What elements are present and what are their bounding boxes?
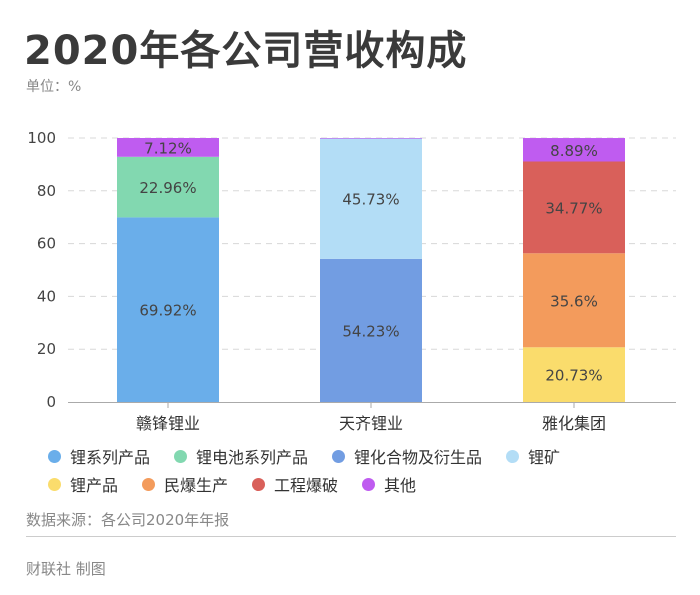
legend-color-dot — [252, 477, 266, 491]
data-label: 22.96% — [139, 179, 196, 197]
legend-label: 锂系列产品 — [70, 448, 151, 467]
y-tick-label: 60 — [37, 235, 56, 253]
legend-color-dot — [48, 477, 61, 491]
bar-segment — [117, 217, 219, 402]
legend-item: 锂矿 — [506, 445, 560, 467]
legend-item: 民爆生产 — [142, 473, 228, 495]
chart-legend: 锂系列产品 锂电池系列产品 锂化合物及衍生品 锂矿锂产品 民爆生产 工程爆破 其他 — [48, 445, 678, 495]
legend-color-dot — [142, 477, 156, 491]
bar-segment — [117, 156, 219, 218]
footer-divider — [26, 536, 676, 537]
legend-item: 锂系列产品 — [48, 445, 150, 467]
data-label: 69.92% — [139, 302, 196, 320]
y-tick-label: 40 — [37, 287, 56, 305]
legend-color-dot — [48, 449, 61, 463]
legend-item: 工程爆破 — [252, 473, 338, 495]
data-label: 34.77% — [545, 199, 602, 217]
data-label: 45.73% — [342, 190, 399, 208]
bar-segment — [523, 347, 625, 402]
legend-color-dot — [332, 449, 346, 463]
bar-segment — [320, 138, 422, 139]
data-label: 20.73% — [545, 367, 602, 385]
legend-color-dot — [174, 449, 188, 463]
y-tick-label: 100 — [27, 129, 56, 147]
data-label: 54.23% — [342, 322, 399, 340]
bar-segment — [117, 138, 219, 157]
unit-label: 单位：% — [26, 79, 82, 95]
bar-segment — [523, 161, 625, 254]
chart-title: 2020年各公司营收构成 — [24, 28, 468, 74]
legend-label: 锂产品 — [70, 476, 119, 495]
bar-segment — [523, 138, 625, 162]
legend-label: 锂电池系列产品 — [196, 448, 309, 467]
data-label: 35.6% — [550, 292, 598, 310]
bar-segment — [523, 253, 625, 348]
stacked-bar-chart: 0 20 40 60 80 100 69.92% 22.96% 7.12% 54.23% 45.73… — [27, 129, 676, 433]
legend-item: 其他 — [362, 473, 416, 495]
y-tick-label: 20 — [37, 340, 56, 358]
legend-label: 民爆生产 — [164, 476, 229, 495]
legend-item: 锂电池系列产品 — [174, 445, 308, 467]
x-tick-label: 天齐锂业 — [339, 414, 403, 433]
legend-item: 锂产品 — [48, 473, 118, 495]
data-label: 8.89% — [550, 142, 598, 160]
chart-credit: 财联社 制图 — [26, 560, 106, 578]
bar-segment — [320, 258, 422, 402]
data-label: 7.12% — [144, 139, 192, 157]
y-tick-label: 0 — [46, 393, 56, 411]
x-tick-label: 雅化集团 — [542, 414, 606, 433]
bar-segment — [320, 138, 422, 259]
legend-label: 其他 — [384, 476, 417, 495]
legend-label: 锂矿 — [528, 448, 561, 467]
x-tick-label: 赣锋锂业 — [136, 414, 200, 433]
legend-item: 锂化合物及衍生品 — [332, 445, 482, 467]
y-tick-label: 80 — [37, 182, 56, 200]
legend-label: 工程爆破 — [274, 476, 339, 495]
legend-color-dot — [362, 477, 376, 491]
data-source: 数据来源：各公司2020年年报 — [26, 511, 230, 529]
legend-label: 锂化合物及衍生品 — [354, 448, 483, 467]
legend-color-dot — [506, 449, 520, 463]
